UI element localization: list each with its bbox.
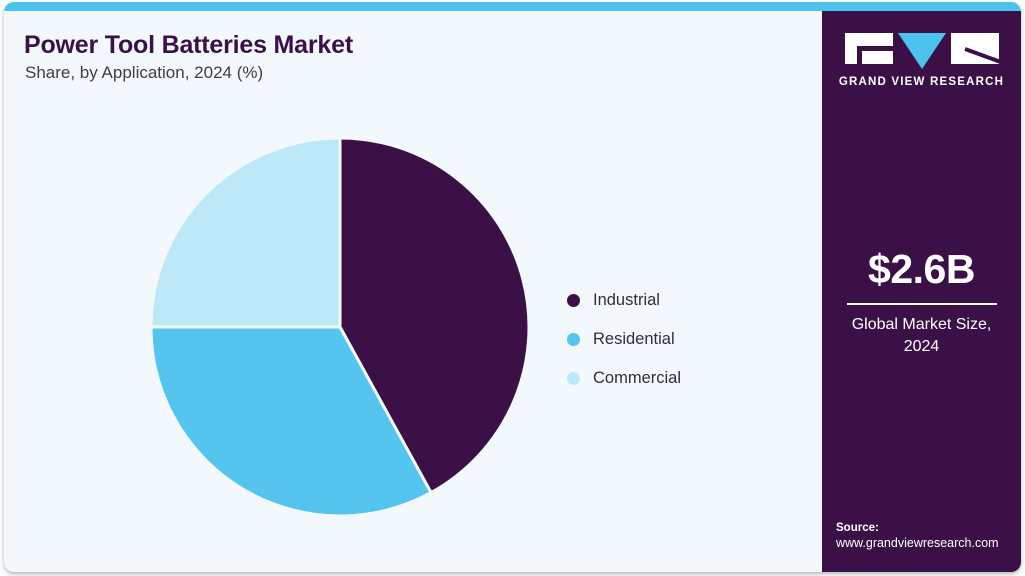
side-panel: GRAND VIEW RESEARCH $2.6B Global Market …: [822, 11, 1021, 572]
legend-item-industrial[interactable]: Industrial: [567, 281, 797, 320]
legend-label-residential: Residential: [593, 330, 675, 348]
market-size-stat: $2.6B Global Market Size, 2024: [822, 249, 1021, 357]
pie-slice-commercial[interactable]: [149, 136, 342, 329]
chart-legend: Industrial Residential Commercial: [567, 281, 797, 398]
stat-divider: [846, 303, 997, 305]
source-block: Source: www.grandviewresearch.com: [836, 522, 999, 550]
page-subtitle: Share, by Application, 2024 (%): [25, 63, 264, 82]
source-label: Source:: [836, 522, 879, 534]
chart-main-area: Power Tool Batteries Market Share, by Ap…: [4, 11, 822, 572]
legend-swatch-residential: [567, 333, 580, 346]
page-title: Power Tool Batteries Market: [24, 31, 353, 59]
brand-logo: GRAND VIEW RESEARCH: [822, 33, 1021, 88]
legend-item-residential[interactable]: Residential: [567, 320, 797, 359]
pie-chart: [147, 134, 533, 520]
pie-slice-residential[interactable]: [149, 325, 434, 518]
pie-chart-svg: [149, 136, 531, 518]
legend-swatch-industrial: [567, 294, 580, 307]
logo-marks: [822, 33, 1021, 69]
chart-card: Power Tool Batteries Market Share, by Ap…: [4, 2, 1021, 572]
gvr-logo-g-icon: [844, 33, 893, 64]
legend-label-commercial: Commercial: [593, 369, 682, 387]
market-size-value: $2.6B: [868, 246, 975, 292]
gvr-logo-v-triangle-icon: [897, 33, 946, 69]
top-accent-bar: [4, 2, 1021, 11]
gvr-logo-r-icon: [950, 33, 999, 64]
market-size-caption: Global Market Size, 2024: [851, 316, 992, 355]
logo-wordmark: GRAND VIEW RESEARCH: [838, 76, 1005, 88]
source-url[interactable]: www.grandviewresearch.com: [836, 536, 999, 550]
legend-swatch-commercial: [567, 372, 580, 385]
pie-slice-industrial[interactable]: [338, 136, 531, 495]
legend-label-industrial: Industrial: [593, 291, 660, 309]
legend-item-commercial[interactable]: Commercial: [567, 359, 797, 398]
